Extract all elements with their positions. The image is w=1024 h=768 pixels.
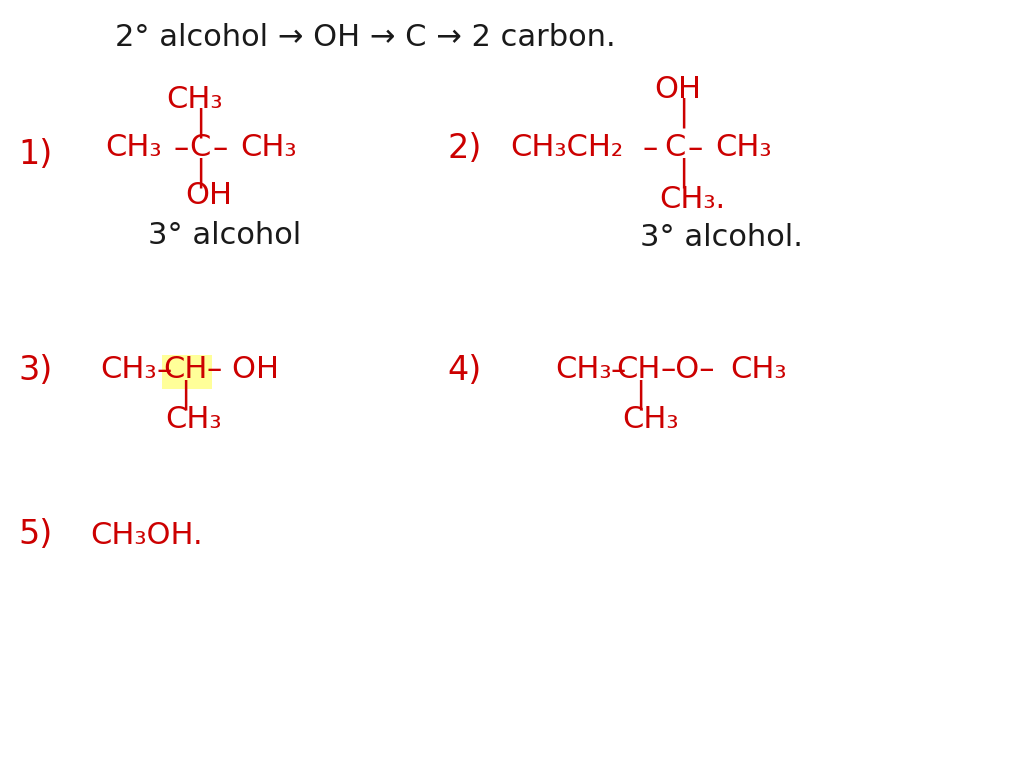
Text: CH₃OH.: CH₃OH. xyxy=(90,521,203,549)
Text: 3): 3) xyxy=(18,353,52,386)
Text: CH₃: CH₃ xyxy=(167,85,223,114)
Text: –: – xyxy=(610,356,626,385)
Text: CH₃.: CH₃. xyxy=(659,186,725,214)
Text: CH₃: CH₃ xyxy=(165,406,221,435)
Text: 2): 2) xyxy=(447,131,481,164)
Text: CH₃: CH₃ xyxy=(100,356,157,385)
FancyBboxPatch shape xyxy=(162,355,212,389)
Text: CH₃CH₂: CH₃CH₂ xyxy=(510,134,623,163)
Text: CH: CH xyxy=(615,356,660,385)
Text: 3° alcohol.: 3° alcohol. xyxy=(640,223,803,253)
Text: CH₃: CH₃ xyxy=(715,134,771,163)
Text: 3° alcohol: 3° alcohol xyxy=(148,220,301,250)
Text: –: – xyxy=(173,134,188,163)
Text: –: – xyxy=(687,134,702,163)
Text: CH₃: CH₃ xyxy=(622,406,679,435)
Text: – OH: – OH xyxy=(207,356,279,385)
Text: CH₃: CH₃ xyxy=(555,356,611,385)
Text: C: C xyxy=(665,134,686,163)
Text: –: – xyxy=(212,134,227,163)
Text: CH: CH xyxy=(163,356,207,385)
Text: 5): 5) xyxy=(18,518,52,551)
Text: CH₃: CH₃ xyxy=(240,134,297,163)
Text: –: – xyxy=(642,134,657,163)
Text: 4): 4) xyxy=(447,353,481,386)
Text: CH₃: CH₃ xyxy=(105,134,162,163)
Text: OH: OH xyxy=(654,75,701,104)
Text: –: – xyxy=(157,356,172,385)
Text: –O–: –O– xyxy=(662,356,716,385)
Text: OH: OH xyxy=(185,181,232,210)
Text: 2° alcohol → OH → C → 2 carbon.: 2° alcohol → OH → C → 2 carbon. xyxy=(115,24,615,52)
Text: |: | xyxy=(678,157,688,188)
Text: |: | xyxy=(635,379,645,410)
Text: CH₃: CH₃ xyxy=(730,356,786,385)
Text: |: | xyxy=(180,379,190,410)
Text: |: | xyxy=(195,108,205,138)
Text: 1): 1) xyxy=(18,138,52,171)
Text: C: C xyxy=(189,134,211,163)
Text: |: | xyxy=(678,98,688,128)
Text: |: | xyxy=(195,157,205,188)
